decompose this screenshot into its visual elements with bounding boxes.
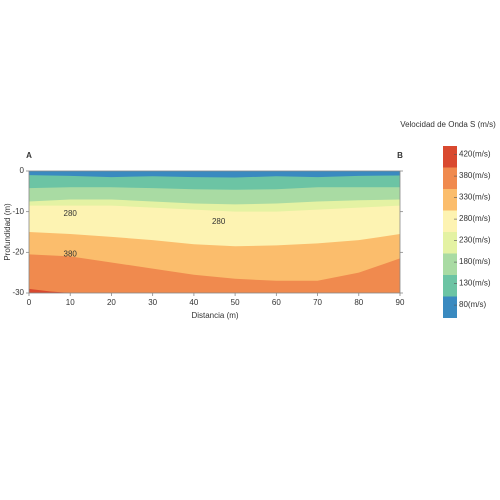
x-tick-label: 50 (231, 298, 240, 307)
band-boundary (29, 254, 400, 293)
colorbar-label: 280(m/s) (459, 214, 491, 223)
y-tick-label: 0 (20, 166, 25, 175)
band-boundary (29, 288, 71, 293)
colorbar-swatch (443, 210, 457, 232)
colorbar-swatch (443, 232, 457, 254)
x-tick-label: 0 (27, 298, 32, 307)
y-tick-label: -10 (12, 207, 24, 216)
colorbar-label: 230(m/s) (459, 236, 491, 245)
colorbar-swatch (443, 167, 457, 189)
colorbar-label: 420(m/s) (459, 150, 491, 159)
colorbar-label: 130(m/s) (459, 279, 491, 288)
x-tick-label: 60 (272, 298, 281, 307)
colorbar-label: 180(m/s) (459, 257, 491, 266)
colorbar-swatch (443, 275, 457, 297)
colorbar-label: 380(m/s) (459, 171, 491, 180)
colorbar-swatch (443, 189, 457, 211)
plot-frame (28, 170, 401, 294)
x-tick-label: 70 (313, 298, 322, 307)
x-tick-label: 20 (107, 298, 116, 307)
colorbar-label: 330(m/s) (459, 193, 491, 202)
x-tick-label: 10 (66, 298, 75, 307)
contour-label: 380 (64, 249, 78, 258)
colorbar-title: Velocidad de Onda S (m/s) (400, 120, 496, 129)
colorbar-swatch (443, 146, 457, 168)
section-end: B (397, 151, 403, 160)
contour-label: 280 (212, 217, 226, 226)
x-tick-label: 90 (396, 298, 405, 307)
section-start: A (26, 151, 32, 160)
x-tick-label: 80 (354, 298, 363, 307)
colorbar-swatch (443, 296, 457, 318)
x-tick-label: 30 (148, 298, 157, 307)
x-axis-label: Distancia (m) (191, 311, 238, 320)
y-tick-label: -30 (12, 288, 24, 297)
y-axis-label: Profundidad (m) (3, 203, 12, 261)
x-tick-label: 40 (189, 298, 198, 307)
y-tick-label: -20 (12, 247, 24, 256)
colorbar-label: 80(m/s) (459, 300, 486, 309)
contour-label: 280 (64, 209, 78, 218)
colorbar-swatch (443, 253, 457, 275)
